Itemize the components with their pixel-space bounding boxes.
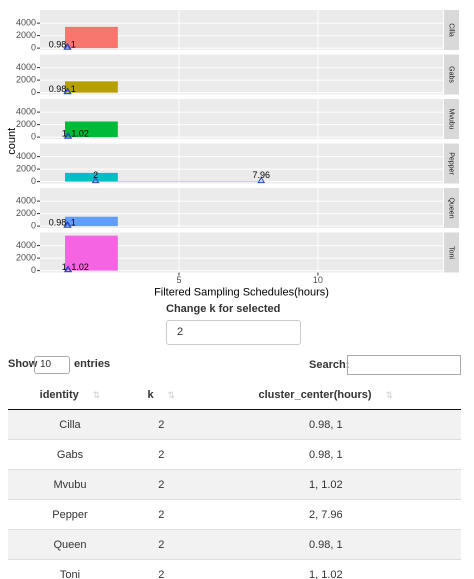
y-tick-label: 2000 [16,208,36,218]
strip [444,188,459,228]
entries-label: entries [74,358,111,370]
table-row: Pepper 2 2, 7.96 [8,499,461,530]
strip [444,54,459,95]
bar [65,26,118,49]
strip-label: Mvubu [448,108,455,129]
center-label: 1 [71,40,76,50]
center-label: 1 [71,218,76,228]
table-cell: 1, 1.02 [190,469,461,500]
column-header[interactable]: k [131,380,191,410]
table-cell: Toni [8,559,132,579]
y-tick-label: 0 [31,132,36,142]
y-axis-title: count [6,128,18,155]
y-tick-label: 4000 [16,18,36,28]
strip-label: Pepper [448,152,455,175]
strip [444,143,459,184]
table-row: Cilla 2 0.98, 1 [8,409,461,440]
table-cell: 0.98, 1 [190,529,461,560]
bar [65,81,118,93]
show-label: Show [8,358,38,370]
bar [65,172,118,182]
center-marker [63,221,72,228]
y-tick-label: 2000 [16,75,36,85]
table-cell: 2 [131,529,191,560]
table-cell: 0.98, 1 [190,439,461,470]
table-cell: 2 [131,469,191,500]
center-marker [257,176,266,184]
y-tick-label: 0 [31,176,36,186]
strip-label: Toni [448,246,455,259]
y-tick-label: 4000 [16,240,36,250]
center-label: 7.96 [252,170,270,180]
center-label: 0.98 [49,84,67,94]
table-cell: 2, 7.96 [190,499,461,530]
bar [65,216,118,227]
bar [65,235,118,271]
y-tick-label: 4000 [16,196,36,206]
x-tick-label: 5 [176,275,181,285]
y-tick-label: 2000 [16,30,36,40]
x-tick-label: 10 [313,275,323,285]
strip-label: Gabs [448,66,455,83]
center-label: 2 [93,170,98,180]
strip-label: Cilla [448,23,455,37]
center-label: 0.98 [49,40,67,50]
x-axis-title: Filtered Sampling Schedules(hours) [154,286,329,298]
center-label: 1.02 [71,262,89,272]
table-cell: 2 [131,559,191,579]
strip [444,10,459,50]
y-tick-label: 2000 [16,253,36,263]
strip [444,232,459,273]
center-label: 1.02 [71,129,89,139]
center-label: 1 [71,84,76,94]
y-tick-label: 4000 [16,151,36,161]
center-label: 1 [62,129,67,139]
table-row: Mvubu 2 1, 1.02 [8,469,461,500]
column-header[interactable]: identity [8,380,132,410]
table-cell: 1, 1.02 [190,559,461,579]
table-cell: Pepper [8,499,132,530]
table-cell: Gabs [8,439,132,470]
table-cell: 2 [131,499,191,530]
y-tick-label: 2000 [16,164,36,174]
strip-label: Queen [448,197,455,218]
strip [444,99,459,139]
length-select[interactable]: 10 [34,356,70,374]
center-label: 0.98 [49,218,67,228]
center-marker [63,87,72,95]
table-cell: 2 [131,439,191,470]
y-tick-label: 0 [31,87,36,97]
y-tick-label: 2000 [16,119,36,129]
column-header[interactable]: cluster_center(hours) [190,380,461,410]
table-row: Gabs 2 0.98, 1 [8,439,461,470]
k-input[interactable]: 2 [166,320,301,345]
y-tick-label: 4000 [16,62,36,72]
center-marker [64,265,73,273]
center-marker [64,132,73,139]
y-tick-label: 0 [31,43,36,53]
search-label: Search: [309,359,350,371]
header-row: identitykcluster_center(hours) [8,380,461,410]
table-cell: Cilla [8,409,132,440]
y-tick-label: 0 [31,221,36,231]
center-label: 1 [62,262,67,272]
y-tick-label: 0 [31,265,36,275]
control-label: Change k for selected [166,303,281,315]
table-row: Queen 2 0.98, 1 [8,529,461,560]
table-cell: Queen [8,529,132,560]
search-input[interactable] [347,355,461,375]
table-cell: Mvubu [8,469,132,500]
data-table: identitykcluster_center(hours)Cilla20.98… [8,380,461,579]
y-tick-label: 4000 [16,107,36,117]
table-cell: 2 [131,409,191,440]
bar [65,121,118,138]
table-row: Toni 2 1, 1.02 [8,559,461,579]
table-cell: 0.98, 1 [190,409,461,440]
center-marker [91,176,100,184]
center-marker [63,43,72,50]
